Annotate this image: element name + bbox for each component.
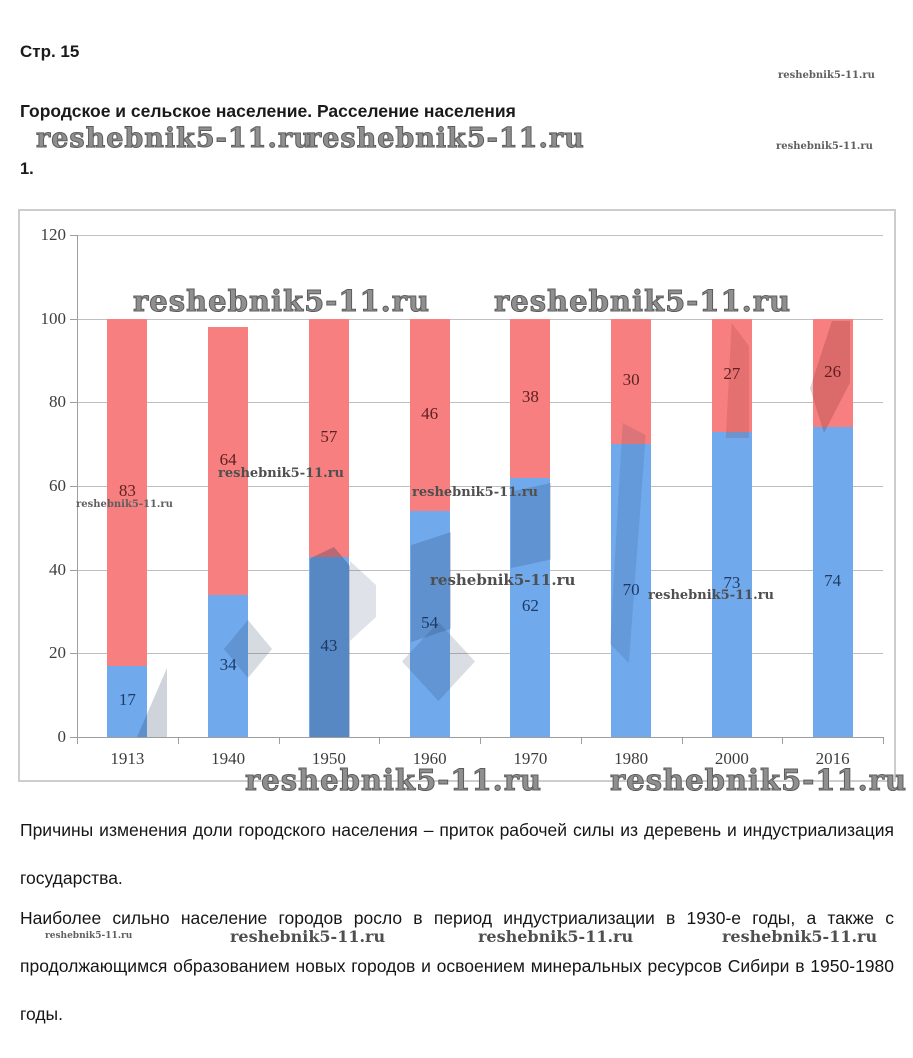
data-label-urban: 73 [723, 573, 741, 593]
watermark-text: reshebnik5-11.ru [307, 123, 585, 155]
y-axis-label: 40 [49, 559, 66, 579]
x-axis-label: 1950 [311, 749, 346, 768]
y-axis-label: 20 [49, 643, 66, 663]
gridline-60 [77, 486, 883, 487]
data-label-urban: 17 [118, 690, 136, 710]
y-axis-tick [70, 486, 77, 487]
bar-segment-rural [107, 318, 148, 666]
x-axis-label: 1980 [614, 749, 649, 768]
x-axis-tick [379, 737, 381, 744]
bar-segment-urban [409, 511, 450, 737]
page-title: Городское и сельское население. Расселен… [20, 101, 516, 121]
gridline-80 [77, 402, 883, 404]
data-label-rural: 46 [421, 403, 439, 423]
data-label-rural: 83 [118, 481, 136, 501]
bar-segment-rural [208, 327, 249, 595]
plot-area: 0 20 40 60 80 100 120 17 83 1913 34 64 1940 43 57 1950 5… [41, 225, 884, 768]
x-axis-tick [77, 737, 78, 744]
gridline-100 [77, 318, 883, 320]
x-axis-label: 2016 [815, 749, 850, 768]
bar-segment-urban [812, 427, 853, 737]
x-axis-label: 2000 [714, 749, 749, 768]
bar-segment-rural [409, 318, 450, 512]
x-axis-tick [782, 737, 784, 744]
x-axis-label: 1913 [110, 749, 145, 768]
bar-segment-rural [611, 318, 652, 445]
y-axis-tick [70, 653, 77, 655]
y-axis-label: 60 [49, 476, 66, 495]
bar-segment-urban [107, 665, 148, 737]
gridline-20 [77, 653, 883, 655]
x-axis-label: 1970 [513, 749, 548, 768]
bar-segment-rural [711, 318, 752, 432]
y-axis-tick [70, 402, 77, 404]
bar-segment-urban [711, 431, 752, 737]
y-axis-label: 80 [49, 392, 66, 412]
y-axis-line [77, 235, 78, 743]
answer-paragraph: Причины изменения доли городского населе… [20, 820, 894, 888]
data-label-urban: 74 [824, 571, 842, 591]
bar-segment-rural [308, 318, 349, 558]
stacked-bar-chart: 0 20 40 60 80 100 120 17 83 1913 34 64 1940 43 57 1950 5… [18, 209, 896, 782]
y-axis-tick [70, 737, 77, 738]
x-axis-tick [681, 737, 683, 744]
x-axis-tick [883, 737, 884, 744]
y-axis-tick [70, 318, 77, 320]
data-label-urban: 62 [521, 596, 539, 616]
y-axis-label: 100 [40, 308, 67, 328]
bar-segment-urban [308, 557, 349, 737]
data-label-rural: 64 [219, 449, 237, 469]
data-label-rural: 30 [622, 370, 640, 390]
bar-segment-rural [812, 318, 853, 428]
data-label-rural: 38 [521, 387, 539, 407]
item-number: 1. [20, 160, 34, 178]
x-axis-tick [580, 737, 582, 744]
x-axis-label: 1940 [211, 749, 246, 768]
bar-segment-urban [510, 477, 551, 737]
bar-segment-urban [208, 594, 249, 737]
bar-segment-urban [611, 444, 652, 737]
data-label-rural: 57 [320, 426, 338, 446]
x-axis-tick [480, 737, 481, 744]
data-label-urban: 70 [622, 579, 640, 599]
data-label-urban: 34 [219, 654, 237, 674]
y-axis-label: 120 [40, 225, 67, 244]
watermark-text: reshebnik5-11.ru [778, 70, 875, 81]
data-label-urban: 54 [421, 613, 439, 633]
gridline-120 [77, 235, 883, 236]
page-number-label: Стр. 15 [20, 42, 80, 61]
answer-paragraph: Наиболее сильно население городов росло … [20, 908, 894, 1024]
data-label-rural: 27 [723, 364, 741, 384]
y-axis-tick [70, 569, 77, 571]
data-label-rural: 26 [824, 362, 842, 382]
watermark-text: reshebnik5-11.ru [36, 123, 314, 155]
x-axis-tick [177, 737, 179, 744]
data-label-urban: 43 [320, 636, 338, 656]
y-axis-label: 0 [57, 727, 67, 746]
x-axis-tick [278, 737, 280, 744]
y-axis-tick [70, 235, 77, 236]
x-axis-label: 1960 [412, 749, 447, 768]
watermark-text: reshebnik5-11.ru [776, 141, 873, 152]
bar-segment-rural [510, 318, 551, 478]
gridline-40 [77, 569, 883, 571]
